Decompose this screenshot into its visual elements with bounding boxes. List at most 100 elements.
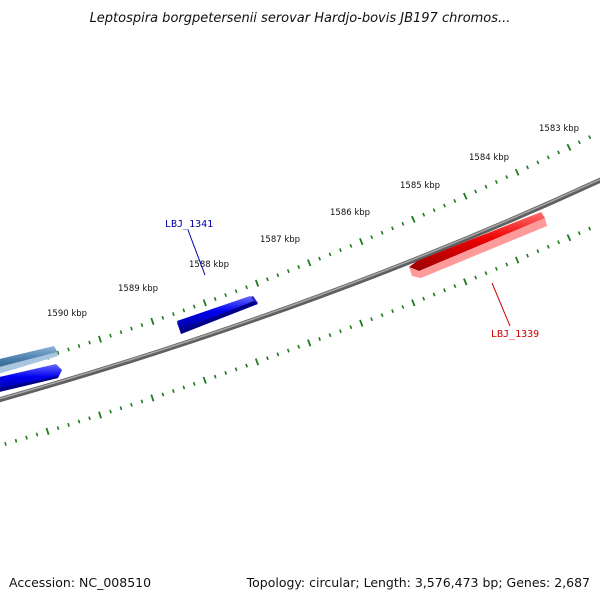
map-title: Leptospira borgpetersenii serovar Hardjo…: [90, 11, 511, 26]
lower-track-minor-tick: [297, 344, 301, 349]
gene-label-leader-lbj-1339: [491, 282, 511, 327]
upper-track-minor-tick: [577, 140, 581, 145]
upper-track-minor-tick: [494, 179, 498, 184]
upper-track-minor-tick: [234, 289, 238, 294]
lower-track-minor-tick: [370, 317, 374, 322]
lower-track-minor-tick: [25, 435, 28, 440]
upper-track-minor-tick: [380, 230, 384, 235]
upper-track-minor-tick: [161, 315, 165, 320]
upper-track-minor-tick: [213, 297, 217, 301]
upper-track-minor-tick: [422, 212, 426, 217]
lower-track-minor-tick: [443, 288, 446, 293]
upper-tick-track: [4, 135, 592, 371]
upper-track-minor-tick: [370, 235, 374, 240]
lower-track-minor-tick: [213, 374, 217, 379]
upper-track-minor-tick: [474, 189, 478, 194]
upper-track-minor-tick: [525, 165, 530, 170]
upper-track-minor-tick: [297, 265, 301, 269]
scale-label-1583: 1583 kbp: [539, 124, 579, 134]
gene-feature-forward-left[interactable]: [0, 364, 62, 393]
scale-label-1589: 1589 kbp: [118, 284, 158, 294]
upper-track-major-tick: [566, 143, 572, 151]
upper-track-minor-tick: [328, 252, 332, 257]
upper-track-minor-tick: [245, 285, 248, 290]
genome-backbone-highlight: [0, 178, 600, 400]
upper-track-minor-tick: [453, 198, 457, 203]
lower-track-minor-tick: [67, 422, 70, 427]
upper-track-minor-tick: [401, 221, 405, 226]
upper-track-minor-tick: [88, 340, 91, 345]
lower-track-minor-tick: [349, 325, 353, 330]
lower-track-minor-tick: [286, 348, 290, 353]
upper-track-minor-tick: [130, 326, 133, 331]
lower-track-major-tick: [359, 319, 364, 327]
lower-track-major-tick: [150, 394, 155, 402]
upper-track-minor-tick: [192, 304, 196, 309]
lower-track-minor-tick: [130, 402, 133, 407]
upper-track-minor-tick: [588, 135, 592, 140]
scale-labels: 1583 kbp 1584 kbp 1585 kbp 1586 kbp 1587…: [47, 124, 579, 319]
upper-track-minor-tick: [224, 293, 228, 298]
lower-track-minor-tick: [77, 419, 81, 424]
scale-label-1590: 1590 kbp: [47, 309, 87, 319]
scale-label-1587: 1587 kbp: [260, 235, 300, 245]
lower-track-minor-tick: [328, 333, 332, 338]
upper-track-minor-tick: [318, 256, 322, 261]
lower-track-minor-tick: [453, 284, 457, 289]
lower-track-minor-tick: [245, 363, 248, 368]
lower-track-major-tick: [411, 299, 416, 307]
lower-track-minor-tick: [505, 262, 509, 267]
gene-label-group-lbj-1339: LBJ_1339: [491, 282, 539, 340]
lower-track-minor-tick: [192, 381, 196, 386]
upper-track-major-tick: [254, 279, 260, 287]
lower-track-minor-tick: [109, 409, 112, 414]
lower-track-minor-tick: [557, 240, 561, 245]
lower-track-minor-tick: [266, 356, 269, 361]
lower-track-minor-tick: [35, 432, 39, 437]
upper-track-minor-tick: [391, 226, 394, 231]
lower-track-minor-tick: [234, 367, 238, 372]
lower-track-minor-tick: [182, 385, 186, 390]
upper-track-minor-tick: [109, 333, 112, 338]
upper-track-major-tick: [98, 335, 102, 343]
upper-track-minor-tick: [432, 208, 436, 213]
lower-track-major-tick: [514, 256, 520, 264]
gene-label-lbj-1339[interactable]: LBJ_1339: [491, 329, 539, 340]
lower-track-minor-tick: [474, 275, 478, 280]
lower-track-major-tick: [98, 411, 102, 419]
upper-track-major-tick: [411, 215, 416, 223]
gene-label-lbj-1341[interactable]: LBJ_1341: [165, 219, 213, 230]
lower-track-minor-tick: [318, 337, 321, 341]
upper-track-minor-tick: [443, 203, 446, 208]
lower-track-minor-tick: [88, 416, 91, 421]
upper-track-minor-tick: [140, 323, 144, 328]
lower-track-minor-tick: [391, 309, 394, 313]
upper-track-minor-tick: [546, 155, 550, 160]
lower-track-minor-tick: [484, 271, 488, 276]
lower-track-minor-tick: [401, 304, 405, 309]
gene-feature-lbj-1341[interactable]: [177, 296, 258, 334]
upper-track-major-tick: [202, 299, 207, 307]
lower-track-major-tick: [566, 234, 572, 242]
upper-track-major-tick: [359, 237, 364, 246]
lower-track-minor-tick: [588, 226, 592, 231]
lower-track-minor-tick: [339, 329, 342, 334]
lower-track-minor-tick: [119, 406, 123, 411]
lower-track-minor-tick: [380, 313, 384, 318]
lower-track-minor-tick: [56, 426, 60, 431]
upper-track-minor-tick: [56, 350, 60, 355]
upper-track-minor-tick: [339, 248, 342, 253]
gene-feature-lbj-1339[interactable]: [409, 212, 547, 278]
upper-track-major-tick: [307, 259, 312, 267]
lower-track-major-tick: [254, 358, 260, 366]
genome-summary-label: Topology: circular; Length: 3,576,473 bp…: [246, 575, 590, 590]
upper-track-minor-tick: [505, 175, 509, 180]
gene-feature-steel[interactable]: [0, 346, 58, 375]
lower-track-minor-tick: [526, 253, 529, 258]
upper-track-minor-tick: [286, 269, 290, 274]
lower-track-minor-tick: [14, 438, 18, 443]
upper-track-minor-tick: [266, 277, 269, 282]
lower-track-minor-tick: [4, 441, 7, 446]
upper-track-major-tick: [514, 168, 520, 176]
